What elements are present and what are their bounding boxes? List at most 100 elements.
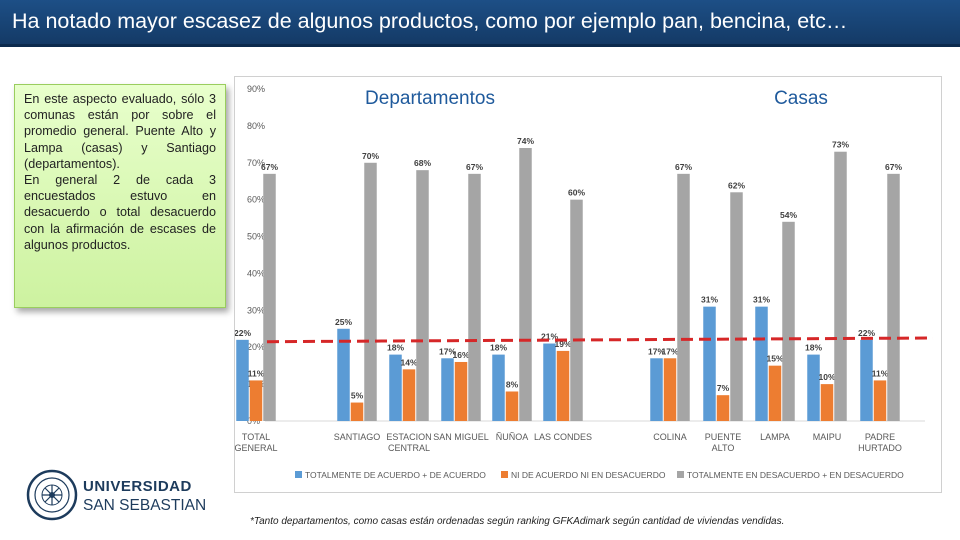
- average-reference-line: [266, 336, 934, 344]
- x-tick-label: ÑUÑOA: [496, 432, 529, 442]
- data-label: 62%: [728, 180, 745, 190]
- y-tick-label: 30%: [247, 305, 265, 315]
- legend-swatch: [677, 471, 684, 478]
- bar: [337, 328, 350, 421]
- bar: [543, 343, 556, 421]
- x-tick-label: MAIPU: [813, 432, 842, 442]
- x-tick-label: PADRE: [865, 432, 895, 442]
- bar: [677, 173, 690, 421]
- bar: [249, 380, 263, 421]
- data-label: 67%: [261, 162, 278, 172]
- bar: [703, 306, 716, 421]
- legend-label: NI DE ACUERDO NI EN DESACUERDO: [511, 470, 666, 480]
- data-label: 18%: [805, 343, 822, 353]
- data-label: 18%: [490, 343, 507, 353]
- y-tick-label: 90%: [247, 84, 265, 94]
- bar: [389, 354, 402, 421]
- x-tick-label: TOTAL: [242, 432, 270, 442]
- bar: [402, 369, 416, 421]
- bar: [492, 354, 505, 421]
- x-tick-label: SANTIAGO: [334, 432, 381, 442]
- y-tick-label: 70%: [247, 158, 265, 168]
- summary-note: En este aspecto evaluado, sólo 3 comunas…: [14, 84, 226, 308]
- bar: [650, 358, 663, 421]
- data-label: 25%: [335, 317, 352, 327]
- data-label: 8%: [506, 379, 519, 389]
- data-label: 70%: [362, 151, 379, 161]
- x-tick-label: GENERAL: [235, 443, 278, 453]
- x-tick-label: COLINA: [653, 432, 687, 442]
- page-title: Ha notado mayor escasez de algunos produ…: [12, 9, 848, 33]
- bar: [730, 192, 743, 421]
- bar: [468, 173, 481, 421]
- group-label: Casas: [774, 88, 828, 109]
- legend-label: TOTALMENTE DE ACUERDO + DE ACUERDO: [305, 470, 486, 480]
- x-tick-label: SAN MIGUEL: [433, 432, 489, 442]
- note-paragraph-2: En general 2 de cada 3 encuestados estuv…: [24, 173, 216, 252]
- data-label: 7%: [717, 383, 730, 393]
- bar: [782, 221, 795, 421]
- bar: [807, 354, 820, 421]
- data-label: 11%: [248, 368, 265, 378]
- data-label: 67%: [885, 162, 902, 172]
- data-label: 68%: [414, 158, 431, 168]
- data-label: 54%: [780, 210, 797, 220]
- bar: [887, 173, 900, 421]
- data-label: 67%: [466, 162, 483, 172]
- data-label: 31%: [701, 295, 718, 305]
- data-label: 17%: [661, 346, 678, 356]
- logo-line-1: UNIVERSIDAD: [83, 478, 192, 495]
- bar: [441, 358, 454, 421]
- x-tick-label: HURTADO: [858, 443, 902, 453]
- bar: [556, 350, 570, 421]
- data-label: 18%: [387, 343, 404, 353]
- university-logo: UNIVERSIDAD SAN SEBASTIAN: [26, 469, 206, 521]
- x-tick-label: ESTACION: [386, 432, 431, 442]
- y-tick-label: 20%: [247, 342, 265, 352]
- bar: [350, 402, 364, 421]
- bar: [416, 170, 429, 421]
- data-label: 60%: [568, 188, 585, 198]
- data-label: 31%: [753, 295, 770, 305]
- x-tick-label: PUENTE: [705, 432, 742, 442]
- title-bar: Ha notado mayor escasez de algunos produ…: [0, 0, 960, 47]
- data-label: 73%: [832, 140, 849, 150]
- chart-frame: 0%10%20%30%40%50%60%70%80%90%Departament…: [234, 76, 942, 493]
- bar: [454, 361, 468, 421]
- footnote: *Tanto departamentos, como casas están o…: [250, 516, 785, 527]
- bar: [768, 365, 782, 421]
- x-tick-label: LAS CONDES: [534, 432, 592, 442]
- bar: [364, 162, 377, 421]
- bar: [873, 380, 887, 421]
- data-label: 74%: [517, 136, 534, 146]
- legend-swatch: [295, 471, 302, 478]
- bar: [505, 391, 519, 421]
- data-label: 5%: [351, 391, 364, 401]
- data-label: 17%: [439, 346, 456, 356]
- bar-chart: 0%10%20%30%40%50%60%70%80%90%Departament…: [234, 84, 934, 480]
- data-label: 19%: [554, 339, 571, 349]
- data-label: 15%: [766, 354, 783, 364]
- bar: [570, 199, 583, 421]
- bar: [755, 306, 768, 421]
- bar: [263, 173, 276, 421]
- data-label: 17%: [648, 346, 665, 356]
- y-tick-label: 50%: [247, 232, 265, 242]
- data-label: 10%: [818, 372, 835, 382]
- data-label: 16%: [452, 350, 469, 360]
- bar: [820, 384, 834, 421]
- bar: [860, 339, 873, 421]
- y-tick-label: 40%: [247, 268, 265, 278]
- legend-label: TOTALMENTE EN DESACUERDO + EN DESACUERDO: [687, 470, 904, 480]
- group-label: Departamentos: [365, 88, 495, 109]
- data-label: 11%: [872, 368, 889, 378]
- bar: [716, 395, 730, 421]
- y-tick-label: 60%: [247, 195, 265, 205]
- bar: [519, 148, 532, 421]
- y-tick-label: 80%: [247, 121, 265, 131]
- bar: [236, 339, 249, 421]
- x-tick-label: ALTO: [712, 443, 735, 453]
- data-label: 21%: [541, 332, 558, 342]
- x-tick-label: LAMPA: [760, 432, 790, 442]
- data-label: 67%: [675, 162, 692, 172]
